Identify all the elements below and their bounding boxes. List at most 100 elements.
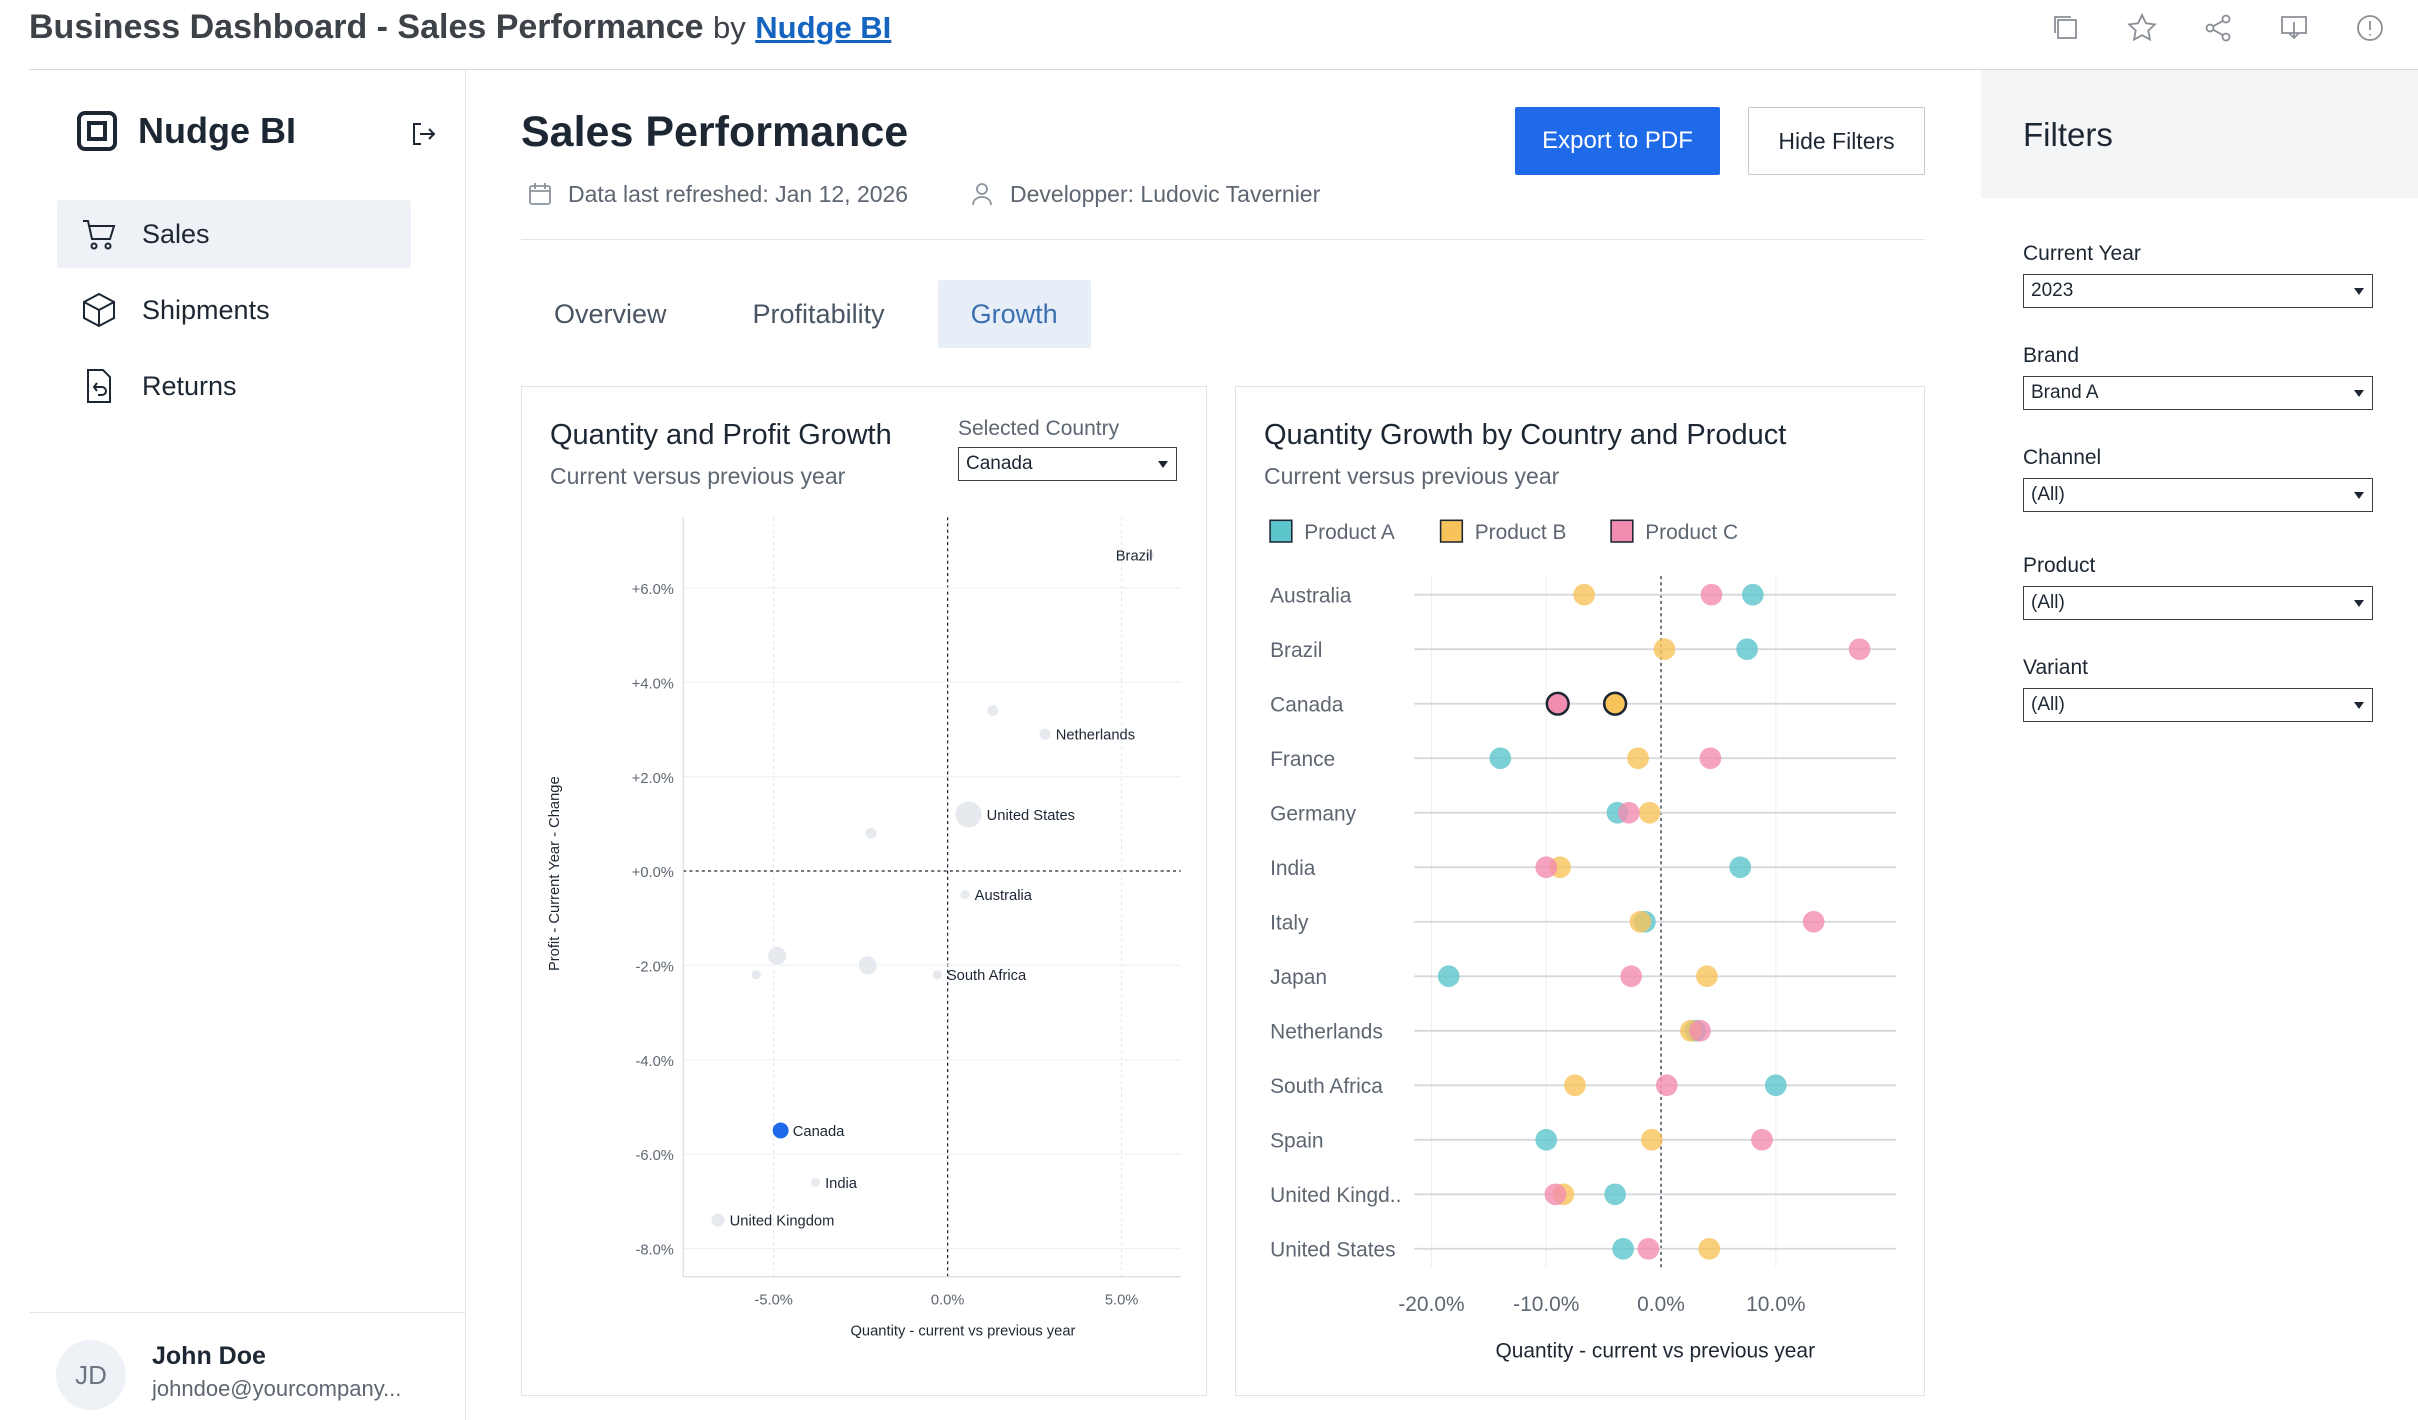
filter-label: Variant <box>2023 656 2088 679</box>
filter-brand: Brand Brand A <box>2023 344 2373 410</box>
info-icon[interactable] <box>2352 10 2388 46</box>
legend-swatch <box>1439 519 1464 543</box>
y-tick-label: +0.0% <box>632 865 674 881</box>
copy-icon[interactable] <box>2048 10 2084 46</box>
data-point <box>1612 1237 1634 1260</box>
y-tick-label: -4.0% <box>635 1054 673 1070</box>
tab-overview[interactable]: Overview <box>554 298 667 329</box>
data-point <box>1699 747 1722 770</box>
chevron-down-icon <box>2354 492 2364 499</box>
data-point <box>1698 1237 1721 1260</box>
category-label: Italy <box>1270 912 1309 935</box>
download-icon[interactable] <box>2276 10 2312 46</box>
data-point <box>1741 583 1764 606</box>
category-label: France <box>1270 748 1335 771</box>
filters-panel: Filters Current Year 2023 Brand Brand A … <box>1981 70 2418 1420</box>
x-axis-title: Quantity - current vs previous year <box>850 1324 1075 1340</box>
data-point <box>1535 1128 1558 1151</box>
workbook-title: Business Dashboard - Sales Performance b… <box>29 8 891 47</box>
sidebar-item-sales[interactable]: Sales <box>57 200 411 268</box>
chevron-down-icon <box>2354 600 2364 607</box>
collapse-sidebar-icon[interactable] <box>408 118 440 150</box>
sidebar-brand-name: Nudge BI <box>138 110 296 151</box>
data-point <box>1489 747 1512 770</box>
export-pdf-button[interactable]: Export to PDF <box>1515 107 1720 175</box>
y-tick-label: +6.0% <box>632 582 674 598</box>
filter-value: (All) <box>2031 694 2065 715</box>
user-icon <box>972 183 992 206</box>
sidebar-nav: Sales Shipments Returns <box>57 200 411 428</box>
data-point <box>1564 1074 1586 1097</box>
filter-brand-select[interactable]: Brand A <box>2023 376 2373 410</box>
refresh-info: Data last refreshed: Jan 12, 2026 <box>526 180 908 208</box>
nudge-logo-icon <box>77 111 117 151</box>
filter-product: Product (All) <box>2023 554 2373 620</box>
x-tick-label: 0.0% <box>1637 1293 1685 1316</box>
country-selector-value: Canada <box>966 453 1033 474</box>
filter-value: (All) <box>2031 592 2065 613</box>
data-point <box>1655 1074 1678 1097</box>
x-tick-label: -20.0% <box>1398 1293 1464 1316</box>
chevron-down-icon <box>2354 390 2364 397</box>
data-label: Australia <box>975 888 1033 904</box>
data-point <box>1736 638 1758 661</box>
main-content: Sales Performance Data last refreshed: J… <box>466 70 1981 1420</box>
sidebar-item-shipments[interactable]: Shipments <box>57 276 411 344</box>
data-point <box>1700 583 1723 606</box>
y-tick-label: +4.0% <box>632 677 674 693</box>
avatar[interactable]: JD <box>56 1340 126 1410</box>
chevron-down-icon <box>2354 702 2364 709</box>
developer-info: Developper: Ludovic Tavernier <box>968 180 1320 208</box>
data-point <box>1544 1183 1567 1206</box>
data-label: South Africa <box>947 968 1027 984</box>
developer-text: Developper: Ludovic Tavernier <box>1010 180 1321 207</box>
data-label: Canada <box>793 1124 845 1140</box>
data-point <box>1603 691 1628 716</box>
data-point <box>1545 691 1570 716</box>
data-point <box>1627 747 1649 770</box>
share-icon[interactable] <box>2200 10 2236 46</box>
dot-plot-area: Product A Product B Product C -20.0% -10.0% 0… <box>1269 519 1897 1362</box>
legend-swatch <box>1610 519 1634 543</box>
filter-label: Current Year <box>2023 242 2141 265</box>
category-label: Germany <box>1270 802 1357 825</box>
top-bar: Business Dashboard - Sales Performance b… <box>0 0 2418 70</box>
filter-variant: Variant (All) <box>2023 656 2373 722</box>
sidebar-brand: Nudge BI <box>76 110 296 152</box>
cart-icon <box>83 220 116 250</box>
hide-filters-button[interactable]: Hide Filters <box>1748 107 1925 175</box>
data-point <box>809 1176 821 1188</box>
legend-label: Product C <box>1645 521 1738 544</box>
sidebar-item-label: Returns <box>142 370 237 401</box>
page-title: Sales Performance <box>521 108 909 156</box>
country-selector-label: Selected Country <box>958 417 1120 440</box>
data-point <box>1802 910 1825 933</box>
tab-profitability[interactable]: Profitability <box>752 298 885 329</box>
filter-current-year-select[interactable]: 2023 <box>2023 274 2373 308</box>
data-point <box>1143 549 1155 561</box>
data-point-highlight <box>772 1122 789 1139</box>
filter-channel: Channel (All) <box>2023 446 2373 512</box>
y-tick-label: -2.0% <box>635 960 673 976</box>
chart-subtitle: Current versus previous year <box>1264 463 1560 489</box>
category-label: Brazil <box>1270 639 1322 662</box>
filter-product-select[interactable]: (All) <box>2023 586 2373 620</box>
data-point <box>864 826 878 840</box>
brand-link[interactable]: Nudge BI <box>755 10 892 45</box>
country-selector[interactable]: Canada <box>958 447 1177 481</box>
data-point <box>954 800 983 829</box>
data-point <box>767 945 788 966</box>
chart-subtitle: Current versus previous year <box>550 463 846 489</box>
star-icon[interactable] <box>2124 10 2160 46</box>
filter-channel-select[interactable]: (All) <box>2023 478 2373 512</box>
filter-variant-select[interactable]: (All) <box>2023 688 2373 722</box>
data-point <box>1038 727 1052 741</box>
category-label: Canada <box>1270 693 1344 716</box>
sidebar-item-returns[interactable]: Returns <box>57 352 411 420</box>
data-point <box>1640 1128 1663 1151</box>
category-label: South Africa <box>1270 1075 1383 1098</box>
category-label: Japan <box>1270 966 1327 989</box>
user-divider <box>30 1312 465 1313</box>
data-point <box>931 969 943 981</box>
tab-growth[interactable]: Growth <box>937 280 1091 348</box>
